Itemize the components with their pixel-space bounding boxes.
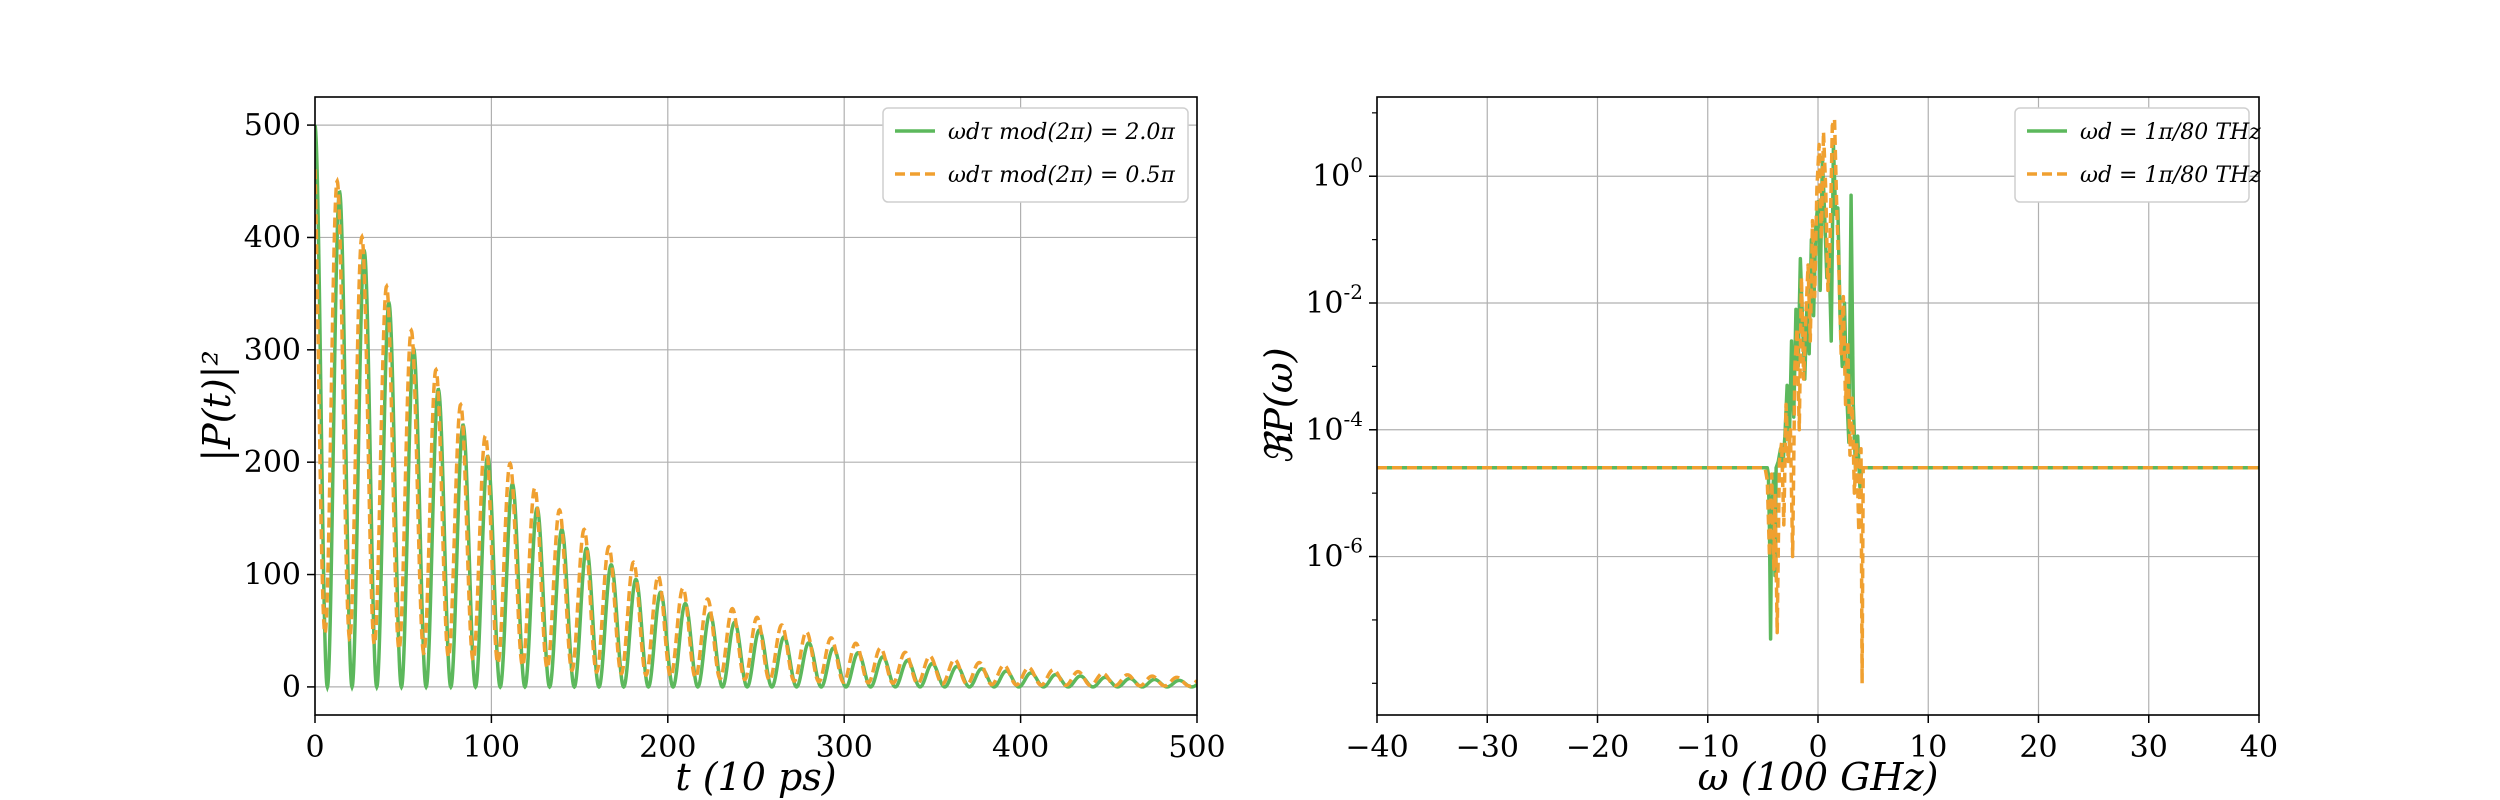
frequency-plot-x-tick-label: 0 bbox=[1808, 730, 1827, 765]
time-plot-y-tick-label: 200 bbox=[244, 445, 301, 480]
frequency-plot-y-tick-label: 10-2 bbox=[1305, 280, 1363, 321]
frequency-plot-x-tick-label: 40 bbox=[2240, 730, 2278, 765]
time-plot-y-tick-label: 400 bbox=[244, 220, 301, 255]
time-plot-y-label: |P(t)|² bbox=[195, 350, 239, 461]
time-plot-legend-label-1: ωdτ mod(2π) = 0.5π bbox=[948, 163, 1175, 188]
time-plot-x-tick-label: 100 bbox=[463, 730, 520, 765]
time-domain-plot: 0 100 200 300 400 500 0 100 200 300 400 500 t (10 p… bbox=[195, 96, 1226, 799]
time-plot-legend: ωdτ mod(2π) = 2.0π ωdτ mod(2π) = 0.5π bbox=[882, 107, 1189, 203]
frequency-plot-y-label: ℜP(ω) bbox=[1257, 347, 1301, 464]
frequency-plot-y-tick-label: 100 bbox=[1312, 153, 1363, 194]
time-plot-y-tick-label: 500 bbox=[244, 108, 301, 143]
time-plot-legend-label-0: ωdτ mod(2π) = 2.0π bbox=[948, 120, 1175, 145]
frequency-plot-x-tick-label: −20 bbox=[1566, 730, 1629, 765]
time-plot-y-tick-label: 0 bbox=[282, 670, 301, 705]
time-plot-legend-box bbox=[882, 107, 1189, 203]
time-plot-y-tick-label: 100 bbox=[244, 558, 301, 593]
frequency-plot-legend: ωd = 1π/80 THz ωd = 1π/80 THz bbox=[2014, 107, 2261, 203]
time-plot-y-tick-label: 300 bbox=[244, 333, 301, 368]
time-plot-frame bbox=[314, 96, 1198, 716]
frequency-plot-x-tick-label: −10 bbox=[1676, 730, 1739, 765]
frequency-plot-x-tick-label: −30 bbox=[1456, 730, 1519, 765]
time-plot-x-tick-label: 200 bbox=[639, 730, 696, 765]
frequency-plot-x-tick-label: 30 bbox=[2130, 730, 2168, 765]
time-plot-x-tick-label: 500 bbox=[1168, 730, 1225, 765]
time-plot-x-tick-label: 400 bbox=[992, 730, 1049, 765]
frequency-plot-y-tick-exponent: -2 bbox=[1344, 280, 1363, 304]
frequency-plot-y-tick-exponent: -6 bbox=[1344, 534, 1363, 558]
frequency-plot-ticks: −40 −30 −20 −10 0 10 20 30 40 100 10-2 10-4 10-6 bbox=[1305, 112, 2278, 765]
frequency-plot-x-tick-label: 20 bbox=[2019, 730, 2057, 765]
time-plot-ticks: 0 100 200 300 400 500 0 100 200 300 400 500 bbox=[244, 108, 1226, 765]
frequency-domain-plot: −40 −30 −20 −10 0 10 20 30 40 100 10-2 10-4 10-6 ω (… bbox=[1257, 96, 2278, 799]
time-plot-series bbox=[315, 124, 1197, 693]
frequency-plot-x-tick-label: −40 bbox=[1345, 730, 1408, 765]
frequency-plot-y-tick-exponent: -4 bbox=[1344, 407, 1363, 431]
time-series-line-0 bbox=[315, 124, 1197, 693]
frequency-plot-legend-box bbox=[2014, 107, 2250, 203]
frequency-plot-x-tick-label: 10 bbox=[1909, 730, 1947, 765]
time-plot-x-tick-label: 300 bbox=[816, 730, 873, 765]
time-plot-x-label: t (10 ps) bbox=[675, 755, 836, 799]
frequency-plot-x-label: ω (100 GHz) bbox=[1698, 755, 1939, 799]
frequency-plot-y-tick-label: 10-4 bbox=[1305, 407, 1363, 448]
frequency-plot-y-tick-exponent: 0 bbox=[1350, 153, 1363, 177]
time-plot-x-tick-label: 0 bbox=[305, 730, 324, 765]
frequency-series-line-1 bbox=[1377, 117, 2259, 686]
frequency-plot-legend-label-0: ωd = 1π/80 THz bbox=[2080, 120, 2261, 145]
time-series-line-1 bbox=[315, 169, 1197, 688]
frequency-plot-series bbox=[1377, 117, 2259, 686]
frequency-plot-legend-label-1: ωd = 1π/80 THz bbox=[2080, 163, 2261, 188]
frequency-plot-y-tick-label: 10-6 bbox=[1305, 534, 1363, 575]
